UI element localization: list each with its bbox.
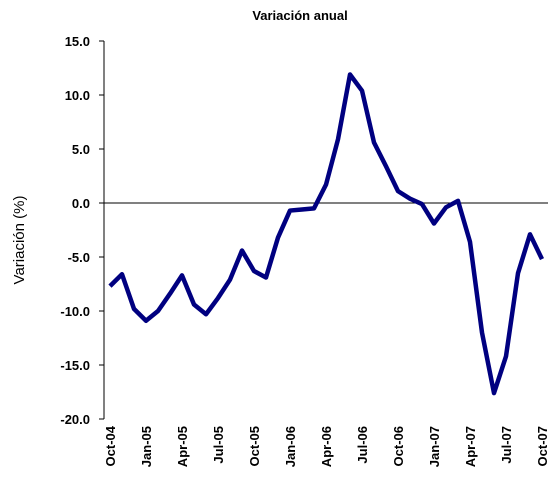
x-tick-label: Jan-06 (283, 426, 298, 467)
x-tick-label: Oct-05 (247, 426, 262, 466)
y-tick-label: -20.0 (60, 412, 90, 427)
x-tick-label: Apr-06 (319, 426, 334, 467)
line (108, 72, 545, 396)
x-tick-label: Oct-04 (103, 425, 118, 466)
x-tick-label: Apr-07 (463, 426, 478, 467)
x-tick-label: Apr-05 (175, 426, 190, 467)
y-axis-label: Variación (%) (11, 196, 28, 285)
x-tick-label: Oct-07 (535, 426, 550, 466)
y-tick-label: 15.0 (65, 34, 90, 49)
y-tick-label: -5.0 (68, 250, 90, 265)
y-tick-label: 5.0 (72, 142, 90, 157)
chart-title: Variación anual (252, 8, 347, 23)
y-tick-label: 0.0 (72, 196, 90, 211)
x-tick-label: Jul-07 (499, 426, 514, 464)
y-tick-label: -15.0 (60, 358, 90, 373)
x-tick-label: Oct-06 (391, 426, 406, 466)
y-tick-label: 10.0 (65, 88, 90, 103)
x-tick-label: Jan-05 (139, 426, 154, 467)
y-tick-label: -10.0 (60, 304, 90, 319)
x-tick-label: Jan-07 (427, 426, 442, 467)
x-tick-label: Jul-06 (355, 426, 370, 464)
x-tick-label: Jul-05 (211, 426, 226, 464)
